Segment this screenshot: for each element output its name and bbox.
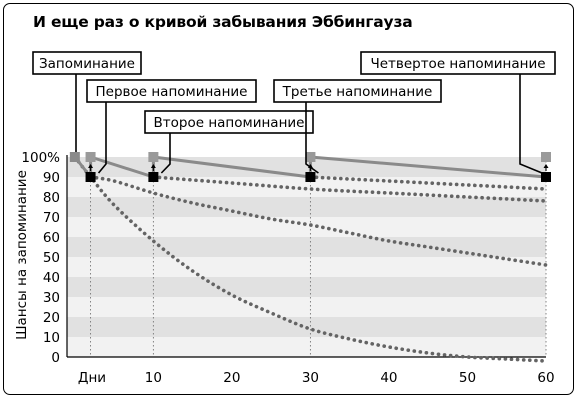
y-tick-label: 50 <box>43 250 60 266</box>
y-tick-label: 80 <box>43 190 60 206</box>
forgetting-curve-0 <box>73 155 548 363</box>
chart-title: И еще раз о кривой забывания Эббингауза <box>33 13 413 31</box>
y-tick-label: 40 <box>43 270 60 286</box>
grid-band <box>67 197 546 217</box>
x-tick-label: 40 <box>380 370 397 386</box>
y-tick-label: 60 <box>43 230 60 246</box>
recall-marker <box>85 172 96 182</box>
callout-box <box>32 51 142 75</box>
forgetting-curve-2 <box>151 175 548 203</box>
x-tick-label: 60 <box>537 370 554 386</box>
axes <box>66 155 546 358</box>
callout-box <box>86 79 257 103</box>
callout-leader <box>160 133 171 174</box>
y-tick-label: 30 <box>43 290 60 306</box>
y-tick-label: 70 <box>43 210 60 226</box>
y-tick-label: 100% <box>21 150 60 166</box>
grid-band <box>67 337 546 357</box>
y-tick-label: 0 <box>51 350 60 366</box>
callout-box <box>360 51 556 75</box>
grid-bands <box>67 157 546 357</box>
grid-band <box>67 277 546 297</box>
refresh-marker <box>305 152 316 162</box>
grid-band <box>67 237 546 257</box>
grid-band <box>67 257 546 277</box>
x-tick-label: 10 <box>145 370 162 386</box>
x-tick-label: 30 <box>302 370 319 386</box>
callout-label: Третье напоминание <box>282 84 433 100</box>
y-tick-label: 90 <box>43 170 60 186</box>
callout-leader <box>305 102 319 174</box>
refresh-marker <box>541 152 551 162</box>
callout-leader <box>519 74 543 174</box>
grid-band <box>67 217 546 237</box>
y-axis-label: Шансы на запоминание <box>14 170 30 340</box>
callout-label: Запоминание <box>39 56 135 72</box>
callout-box <box>273 79 442 103</box>
forgetting-curve-1 <box>88 175 548 267</box>
refresh-marker <box>148 152 159 162</box>
tick-labels: 100% 90 80 70 60 50 40 30 20 10 0 Дни 10 20 30 40 50 60 <box>21 150 554 386</box>
forgetting-curve-3 <box>308 175 548 191</box>
callout-label: Первое напоминание <box>96 84 248 100</box>
refresh-marker <box>85 152 96 162</box>
recall-marker <box>69 152 80 162</box>
recall-marker <box>305 172 316 182</box>
callout-box <box>144 110 314 134</box>
x-tick-label: 20 <box>223 370 240 386</box>
x-tick-label: 50 <box>459 370 476 386</box>
refresh-arrow-head <box>88 164 94 168</box>
grid-band <box>67 297 546 317</box>
callout-leader <box>97 102 107 174</box>
recall-marker <box>148 172 159 182</box>
recall-marker <box>541 172 551 182</box>
refresh-arrow-head <box>543 164 549 168</box>
callout-label: Второе напоминание <box>154 115 305 131</box>
y-tick-label: 10 <box>43 330 60 346</box>
markers <box>69 152 551 182</box>
callouts: Запоминание Первое напоминание Второе напо… <box>32 51 556 174</box>
refresh-arrow-head <box>150 164 156 168</box>
x-axis-title: Дни <box>78 370 106 386</box>
callout-label: Четвертое напоминание <box>370 56 545 72</box>
y-tick-label: 20 <box>43 310 60 326</box>
